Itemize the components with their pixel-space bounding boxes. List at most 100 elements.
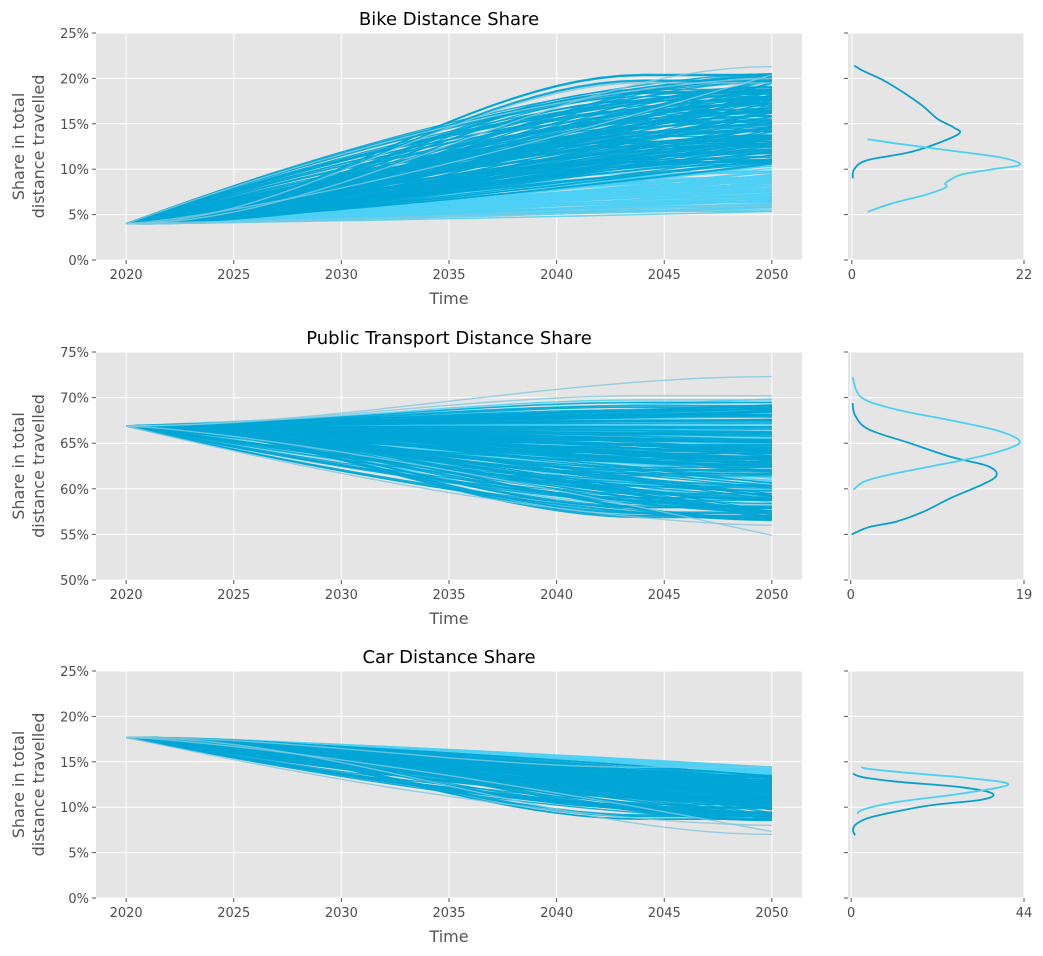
density-curve-1	[851, 402, 998, 536]
chart-title: Bike Distance Share	[359, 9, 539, 30]
y-tick-label: 20%	[60, 72, 89, 87]
chart-panel-3: Car Distance Share 2020 2025 2030 2035 2040 20…	[9, 647, 1032, 946]
series-line	[126, 425, 772, 484]
chart-title: Public Transport Distance Share	[306, 328, 592, 349]
series-line	[125, 425, 772, 505]
x-tick-label: 2045	[648, 268, 681, 283]
series-lines	[125, 736, 773, 836]
y-axis-label-line2: distance travelled	[29, 75, 48, 219]
density-x-tick-label: 19	[1016, 588, 1033, 603]
chart-panel-1: Bike Distance Share 2020 2025 2030 2035 2040 2…	[9, 9, 1032, 308]
x-tick-label: 2050	[755, 588, 788, 603]
x-tick-label: 2025	[217, 268, 250, 283]
density-panel-3: 0 44	[844, 670, 1033, 921]
y-tick-label: 55%	[60, 528, 89, 543]
density-curve-1	[852, 772, 995, 836]
series-line	[126, 425, 772, 497]
x-tick-label: 2045	[648, 588, 681, 603]
y-axis-label-line2: distance travelled	[29, 394, 48, 538]
series-line-outlier	[126, 395, 772, 427]
density-x-tick-label: 44	[1016, 906, 1033, 921]
x-tick-label: 2035	[432, 906, 465, 921]
density-x-tick-label: 0	[848, 268, 856, 283]
x-tick-label: 2020	[110, 906, 143, 921]
density-curve-1	[851, 64, 961, 179]
series-line	[126, 115, 772, 225]
series-line-outlier	[126, 74, 773, 225]
series-line-outlier	[126, 736, 772, 836]
x-axis-label: Time	[428, 289, 468, 308]
series-line	[126, 425, 772, 429]
series-line	[126, 425, 772, 452]
x-tick-label: 2040	[540, 588, 573, 603]
x-tick-label: 2050	[755, 906, 788, 921]
series-line-outlier	[126, 205, 772, 225]
series-line	[126, 425, 772, 460]
series-line-outlier	[126, 736, 773, 833]
density-x-tick-label: 22	[1016, 268, 1033, 283]
series-line-outlier	[126, 65, 772, 225]
density-plot-area	[848, 33, 1024, 260]
density-curve-2	[851, 377, 1021, 491]
series-line	[125, 101, 772, 225]
y-tick-label: 5%	[68, 847, 89, 862]
y-axis-label-line2: distance travelled	[29, 713, 48, 857]
series-line	[125, 425, 772, 508]
series-line	[126, 163, 772, 225]
x-tick-label: 2025	[217, 906, 250, 921]
y-tick-label: 60%	[60, 483, 89, 498]
y-tick-label: 75%	[60, 346, 89, 361]
x-axis-label: Time	[428, 609, 468, 628]
y-tick-label: 0%	[68, 892, 89, 907]
series-line	[126, 111, 772, 225]
x-tick-label: 2020	[110, 268, 143, 283]
series-line-outlier	[126, 425, 773, 536]
x-tick-label: 2025	[217, 588, 250, 603]
y-tick-label: 20%	[60, 710, 89, 725]
x-tick-label: 2020	[110, 588, 143, 603]
series-line-outlier	[126, 736, 772, 768]
y-axis-label-line1: Share in total	[9, 731, 28, 839]
y-tick-label: 65%	[60, 437, 89, 452]
density-curve-2	[867, 138, 1022, 213]
series-line	[125, 90, 773, 225]
density-x-tick-label: 0	[847, 906, 855, 921]
chart-panel-2: Public Transport Distance Share 2020 2025 2…	[9, 328, 1032, 628]
series-line-outlier	[125, 77, 772, 225]
y-tick-label: 25%	[60, 27, 89, 42]
x-tick-label: 2030	[325, 588, 358, 603]
y-tick-label: 0%	[68, 254, 89, 269]
y-tick-label: 10%	[60, 801, 89, 816]
y-tick-label: 15%	[60, 118, 89, 133]
x-tick-label: 2045	[648, 906, 681, 921]
y-tick-label: 10%	[60, 163, 89, 178]
series-lines	[125, 375, 773, 536]
series-line-outlier	[125, 736, 772, 827]
x-tick-label: 2035	[432, 268, 465, 283]
y-axis-label-line1: Share in total	[9, 93, 28, 201]
y-tick-label: 25%	[60, 665, 89, 680]
series-lines	[125, 65, 773, 225]
x-tick-label: 2035	[432, 588, 465, 603]
series-line-outlier	[126, 208, 772, 225]
chart-title: Car Distance Share	[362, 647, 535, 668]
series-line	[126, 86, 772, 225]
y-tick-label: 5%	[68, 209, 89, 224]
series-line	[126, 736, 772, 805]
x-tick-label: 2030	[325, 268, 358, 283]
y-tick-label: 70%	[60, 392, 89, 407]
density-panel-2: 0 19	[844, 351, 1033, 603]
series-line	[126, 736, 772, 793]
series-line-outlier	[126, 82, 772, 225]
y-axis-label-line1: Share in total	[9, 412, 28, 520]
series-line	[125, 130, 772, 225]
y-tick-label: 50%	[60, 574, 89, 589]
x-axis-label: Time	[428, 927, 468, 946]
density-curve-2	[856, 766, 1010, 815]
x-tick-label: 2030	[325, 906, 358, 921]
x-tick-label: 2040	[540, 268, 573, 283]
series-line	[126, 425, 772, 454]
series-line-outlier	[125, 425, 772, 526]
series-line	[126, 410, 772, 427]
